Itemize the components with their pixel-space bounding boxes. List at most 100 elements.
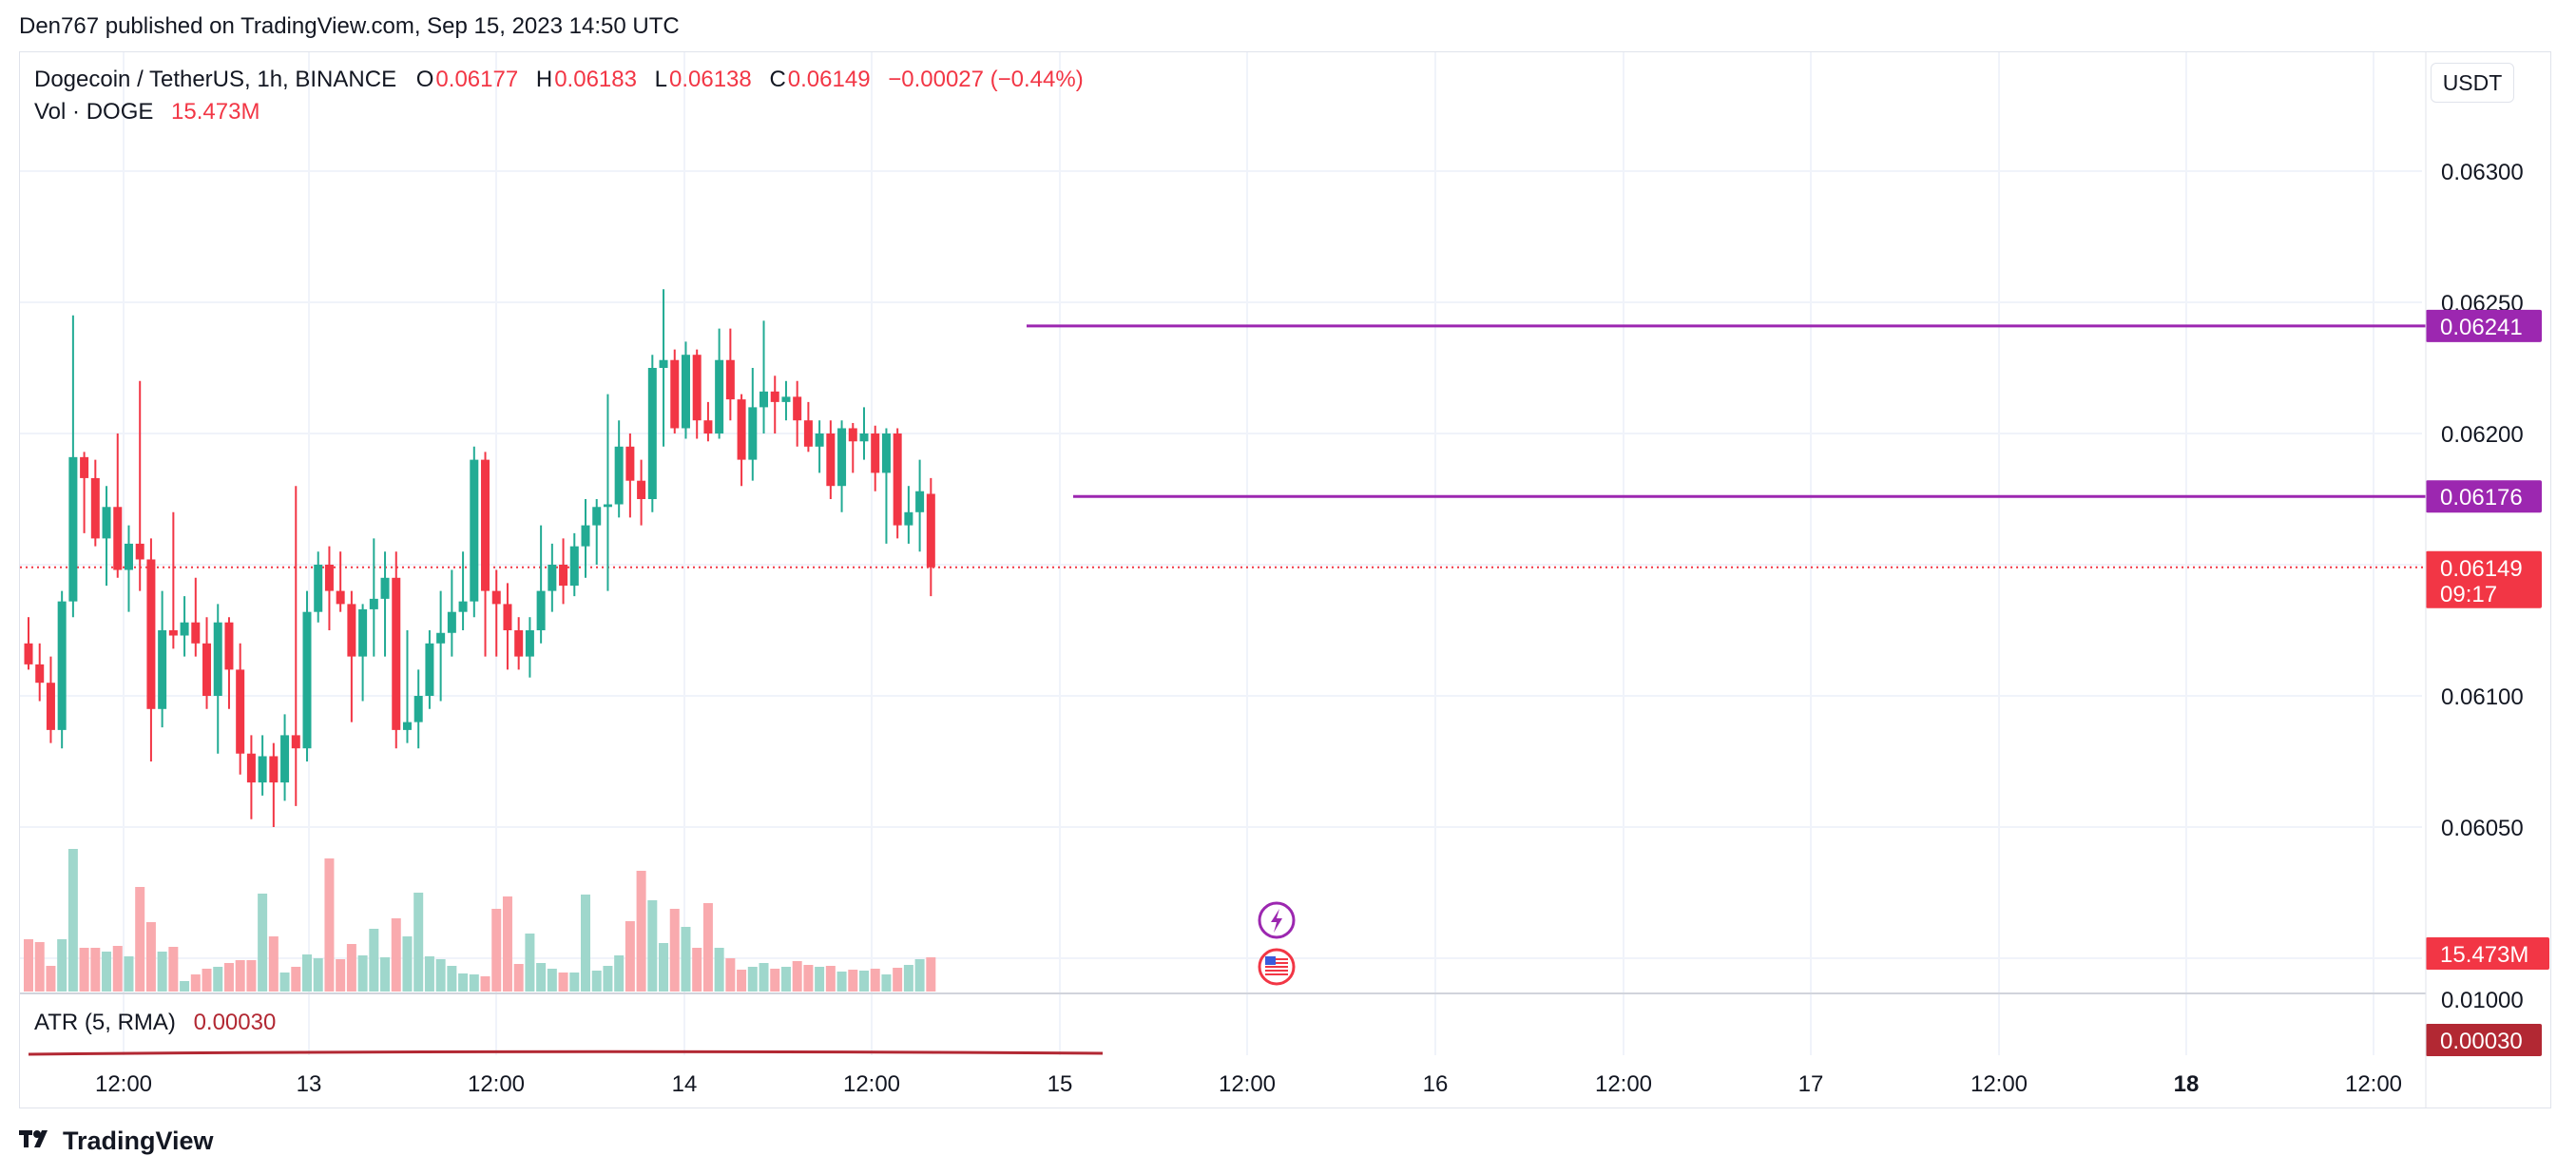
candle-body	[625, 446, 635, 481]
volume-bar	[34, 942, 45, 992]
volume-bar	[380, 957, 391, 992]
candle-body	[202, 643, 212, 696]
time-tick-label: 17	[1798, 1071, 1824, 1097]
time-tick-label: 16	[1423, 1071, 1449, 1097]
volume-bar	[168, 947, 179, 992]
candle-body	[481, 459, 490, 591]
low-value: 0.06138	[669, 67, 752, 92]
time-tick-label: 12:00	[468, 1071, 525, 1097]
candle-body	[715, 359, 724, 433]
candle-body	[614, 446, 624, 505]
volume-bar	[336, 959, 346, 992]
volume-bar	[502, 896, 512, 992]
candle-body	[369, 598, 378, 609]
candle-body	[191, 622, 201, 644]
candle-body	[113, 507, 123, 570]
volume-bar	[893, 968, 903, 992]
us-flag-event-icon	[1258, 948, 1296, 986]
volume-bar	[402, 936, 413, 992]
volume-bar	[636, 871, 646, 992]
candle-body	[168, 630, 178, 636]
last-price-label: 0.06149	[2440, 556, 2523, 582]
volume-bar	[357, 955, 368, 992]
time-tick-label: 18	[2174, 1071, 2200, 1097]
volume-bar	[112, 946, 123, 992]
volume-bar	[24, 939, 33, 992]
volume-bar	[603, 966, 613, 992]
candle-body	[224, 622, 234, 670]
volume-bar	[424, 956, 434, 992]
candle-body	[458, 601, 468, 612]
candle-body	[392, 577, 401, 730]
volume-bar	[324, 858, 335, 992]
candles	[24, 289, 935, 827]
candle-body	[347, 604, 356, 657]
volume-bar	[836, 972, 847, 992]
volume-bar	[815, 967, 825, 992]
volume-bar	[202, 969, 212, 992]
candle-body	[102, 507, 111, 539]
volume-bar	[447, 966, 457, 992]
volume-bar	[702, 903, 713, 992]
candle-body	[503, 604, 512, 630]
candle-body	[581, 525, 590, 547]
candle-body	[637, 480, 646, 499]
candle-body	[681, 355, 690, 429]
candle-body	[803, 420, 813, 447]
candle-body	[402, 722, 412, 730]
candle-body	[670, 359, 680, 429]
volume-bar	[235, 960, 245, 992]
candle-body	[447, 611, 456, 633]
volume-bar	[770, 969, 780, 992]
tradingview-wordmark: TradingView	[63, 1126, 214, 1155]
volume-bar	[569, 973, 580, 992]
candle-body	[246, 753, 256, 783]
candle-body	[514, 630, 524, 657]
candle-body	[592, 507, 602, 526]
candle-body	[915, 491, 925, 512]
atr-label[interactable]: ATR (5, RMA)	[34, 1010, 176, 1035]
volume-bar	[759, 963, 769, 992]
level-price-tag	[2426, 309, 2542, 342]
volume-bar	[859, 971, 869, 992]
candle-body	[569, 546, 579, 587]
time-tick-label: 12:00	[1970, 1071, 2028, 1097]
change-value: −0.00027 (−0.44%)	[888, 67, 1084, 92]
volume-bar	[681, 927, 691, 992]
volume-bar	[848, 970, 858, 992]
candle-body	[559, 565, 568, 587]
volume-bar	[792, 961, 802, 992]
volume-bar	[914, 959, 925, 992]
volume-bar	[591, 971, 602, 992]
price-tick-label: 0.06050	[2441, 816, 2524, 841]
volume-bar	[46, 966, 56, 992]
volume-bar	[669, 909, 680, 992]
candle-body	[470, 459, 479, 602]
candle-body	[491, 590, 501, 605]
volume-bar	[491, 909, 502, 992]
level-price-tag	[2426, 480, 2542, 513]
currency-button[interactable]: USDT	[2431, 63, 2514, 103]
candle-body	[881, 433, 891, 473]
atr-tag	[2426, 1024, 2542, 1056]
candle-body	[90, 477, 100, 539]
volume-bar	[157, 952, 167, 992]
open-label: O	[415, 67, 434, 92]
candle-body	[146, 559, 156, 709]
time-axis: 12:00 13 12:00 14 12:00 15 12:00 16 12:00 17 12:00…	[95, 1071, 2402, 1097]
candle-body	[848, 428, 857, 442]
volume-bar	[302, 954, 312, 992]
volume-bar	[190, 974, 201, 992]
volume-label[interactable]: Vol · DOGE	[34, 99, 154, 125]
symbol-title[interactable]: Dogecoin / TetherUS, 1h, BINANCE	[34, 67, 397, 92]
candle-body	[80, 456, 89, 478]
tradingview-logo[interactable]: TradingView	[19, 1126, 214, 1156]
horizontal-levels	[20, 324, 2426, 568]
candle-body	[725, 359, 735, 400]
volume-bar	[926, 957, 936, 992]
candle-body	[871, 433, 880, 473]
lightning-event-icon	[1258, 901, 1296, 939]
volume-bar	[747, 967, 758, 992]
volume-bar	[79, 948, 89, 992]
